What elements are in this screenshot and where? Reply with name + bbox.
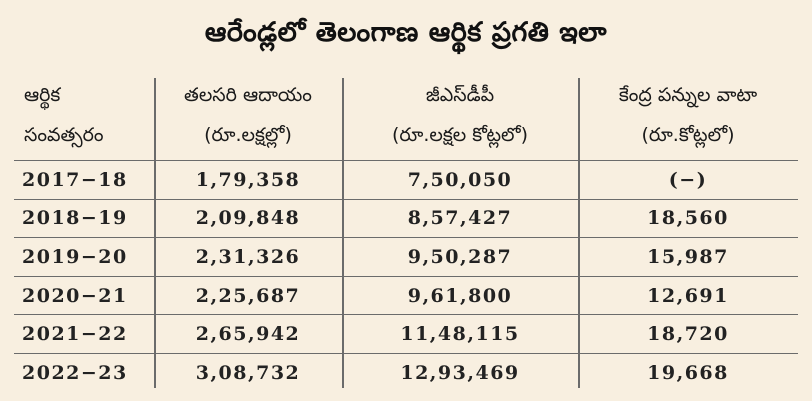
cell-year: 2018−19: [22, 207, 128, 230]
cell-per-capita-income: 2,25,687: [195, 284, 301, 307]
header-year: ఆర్థిక సంవత్సరం: [14, 72, 154, 158]
cell-per-capita-income: 1,79,358: [195, 168, 301, 191]
header-year-line2: సంవత్సరం: [24, 124, 104, 146]
cell-gsdp: 7,50,050: [407, 168, 513, 191]
cell-tax-share: 18,560: [647, 207, 729, 230]
table-row: 2018−19 2,09,848 8,57,427 18,560: [14, 198, 798, 238]
table-row: 2019−20 2,31,326 9,50,287 15,987: [14, 237, 798, 276]
table-header: ఆర్థిక సంవత్సరం తలసరి ఆదాయం (రూ.లక్షల్లో…: [14, 72, 798, 158]
cell-year: 2020−21: [22, 284, 128, 307]
cell-tax-share: (−): [668, 168, 708, 191]
header-gsdp: జీఎస్‌డీపీ (రూ.లక్షల కోట్లలో): [342, 72, 578, 158]
header-tax-share-line1: కేంద్ర పన్నుల వాటా: [618, 84, 758, 106]
cell-gsdp: 9,61,800: [407, 284, 513, 307]
column-divider: [342, 78, 344, 388]
header-per-capita-line2: (రూ.లక్షల్లో): [204, 124, 292, 146]
column-divider: [154, 78, 156, 388]
header-central-tax-share: కేంద్ర పన్నుల వాటా (రూ.కోట్లలో): [578, 72, 798, 158]
cell-gsdp: 9,50,287: [407, 245, 513, 268]
cell-tax-share: 15,987: [647, 245, 729, 268]
header-gsdp-line1: జీఎస్‌డీపీ: [425, 84, 495, 106]
table-row: 2020−21 2,25,687 9,61,800 12,691: [14, 275, 798, 315]
cell-tax-share: 19,668: [647, 361, 729, 384]
header-per-capita-line1: తలసరి ఆదాయం: [184, 84, 312, 106]
cell-gsdp: 11,48,115: [400, 323, 520, 346]
header-per-capita-income: తలసరి ఆదాయం (రూ.లక్షల్లో): [154, 72, 342, 158]
cell-tax-share: 12,691: [647, 284, 729, 307]
table-title: ఆరేండ్లలో తెలంగాణ ఆర్థిక ప్రగతి ఇలా: [204, 17, 608, 48]
cell-per-capita-income: 2,65,942: [195, 323, 301, 346]
cell-year: 2021−22: [22, 323, 128, 346]
cell-per-capita-income: 2,31,326: [195, 245, 301, 268]
table-row: 2017−18 1,79,358 7,50,050 (−): [14, 160, 798, 199]
header-year-line1: ఆర్థిక: [24, 84, 61, 106]
cell-gsdp: 12,93,469: [400, 361, 520, 384]
cell-year: 2022−23: [22, 361, 128, 384]
table-row: 2022−23 3,08,732 12,93,469 19,668: [14, 352, 798, 392]
cell-per-capita-income: 3,08,732: [195, 361, 301, 384]
cell-year: 2019−20: [22, 245, 128, 268]
cell-year: 2017−18: [22, 168, 128, 191]
cell-tax-share: 18,720: [647, 323, 729, 346]
column-divider: [578, 78, 580, 388]
header-gsdp-line2: (రూ.లక్షల కోట్లలో): [391, 124, 529, 146]
table-row: 2021−22 2,65,942 11,48,115 18,720: [14, 314, 798, 353]
cell-gsdp: 8,57,427: [407, 207, 513, 230]
table-body: 2017−18 1,79,358 7,50,050 (−) 2018−19 2,…: [14, 160, 798, 392]
header-tax-share-line2: (రూ.కోట్లలో): [641, 124, 735, 146]
cell-per-capita-income: 2,09,848: [195, 207, 301, 230]
